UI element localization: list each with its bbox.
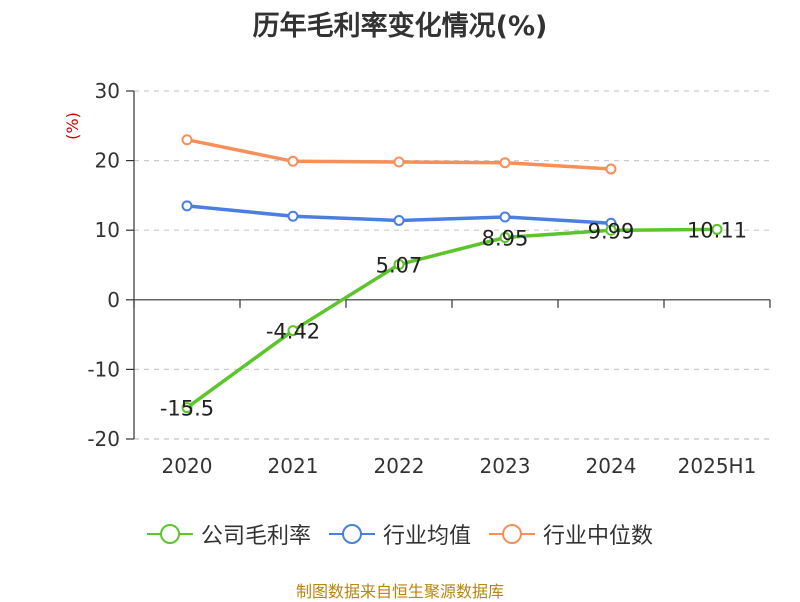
legend-item: 行业中位数 — [489, 518, 653, 550]
y-tick-label: 0 — [107, 288, 120, 312]
legend-marker-icon — [489, 523, 535, 545]
legend-marker-icon — [146, 523, 193, 545]
data-point — [181, 200, 193, 212]
data-point — [287, 325, 299, 337]
data-label: -4.42 — [266, 320, 320, 344]
legend-label: 公司毛利率 — [200, 524, 311, 549]
legend-item: 行业均值 — [328, 518, 471, 550]
data-label: -15.5 — [160, 397, 214, 421]
series-line — [185, 227, 718, 410]
legend-label: 行业中位数 — [543, 524, 654, 549]
x-tick-label: 2020 — [162, 454, 213, 478]
data-point — [499, 232, 511, 244]
data-point — [287, 155, 299, 167]
data-point — [499, 211, 511, 223]
data-point — [499, 157, 511, 169]
data-source: 制图数据来自恒生聚源数据库 — [295, 582, 504, 601]
legend-label: 行业均值 — [382, 524, 471, 549]
data-labels: -15.5 -4.42 5.07 8.95 9.99 10.11 — [160, 218, 747, 420]
legend-item: 公司毛利率 — [146, 518, 311, 550]
data-label: 10.11 — [687, 218, 747, 242]
legend: 公司毛利率 行业均值 行业中位数 — [0, 518, 800, 550]
data-point — [181, 134, 193, 146]
y-tick-label: -20 — [87, 427, 120, 451]
data-point — [393, 214, 405, 226]
y-tick-label: 20 — [95, 149, 120, 173]
x-tick-label: 2025H1 — [678, 454, 757, 478]
data-point — [393, 259, 405, 271]
legend-marker-icon — [328, 523, 375, 545]
grid-lines — [134, 90, 770, 440]
data-point — [605, 224, 617, 236]
series — [181, 134, 723, 414]
y-tick-label: 10 — [95, 218, 120, 242]
data-point — [393, 156, 405, 168]
data-label: 5.07 — [376, 254, 423, 278]
data-label: 8.95 — [482, 227, 529, 251]
x-tick-label: 2023 — [480, 454, 531, 478]
data-point — [287, 210, 299, 222]
x-tick-label: 2024 — [586, 454, 637, 478]
data-point — [181, 402, 193, 414]
chart-title: 历年毛利率变化情况(%) — [252, 11, 548, 42]
data-point — [711, 223, 723, 235]
x-tick-label: 2021 — [268, 454, 319, 478]
y-tick-label: 30 — [95, 79, 120, 103]
data-point — [605, 163, 617, 175]
axes: -20 -10 0 10 20 30 2020 2021 2022 2023 2024 2025H1 — [87, 79, 771, 478]
y-axis-label: (%) — [63, 112, 82, 140]
data-label: 9.99 — [588, 219, 635, 243]
y-tick-label: -10 — [87, 357, 120, 381]
x-tick-label: 2022 — [374, 454, 425, 478]
